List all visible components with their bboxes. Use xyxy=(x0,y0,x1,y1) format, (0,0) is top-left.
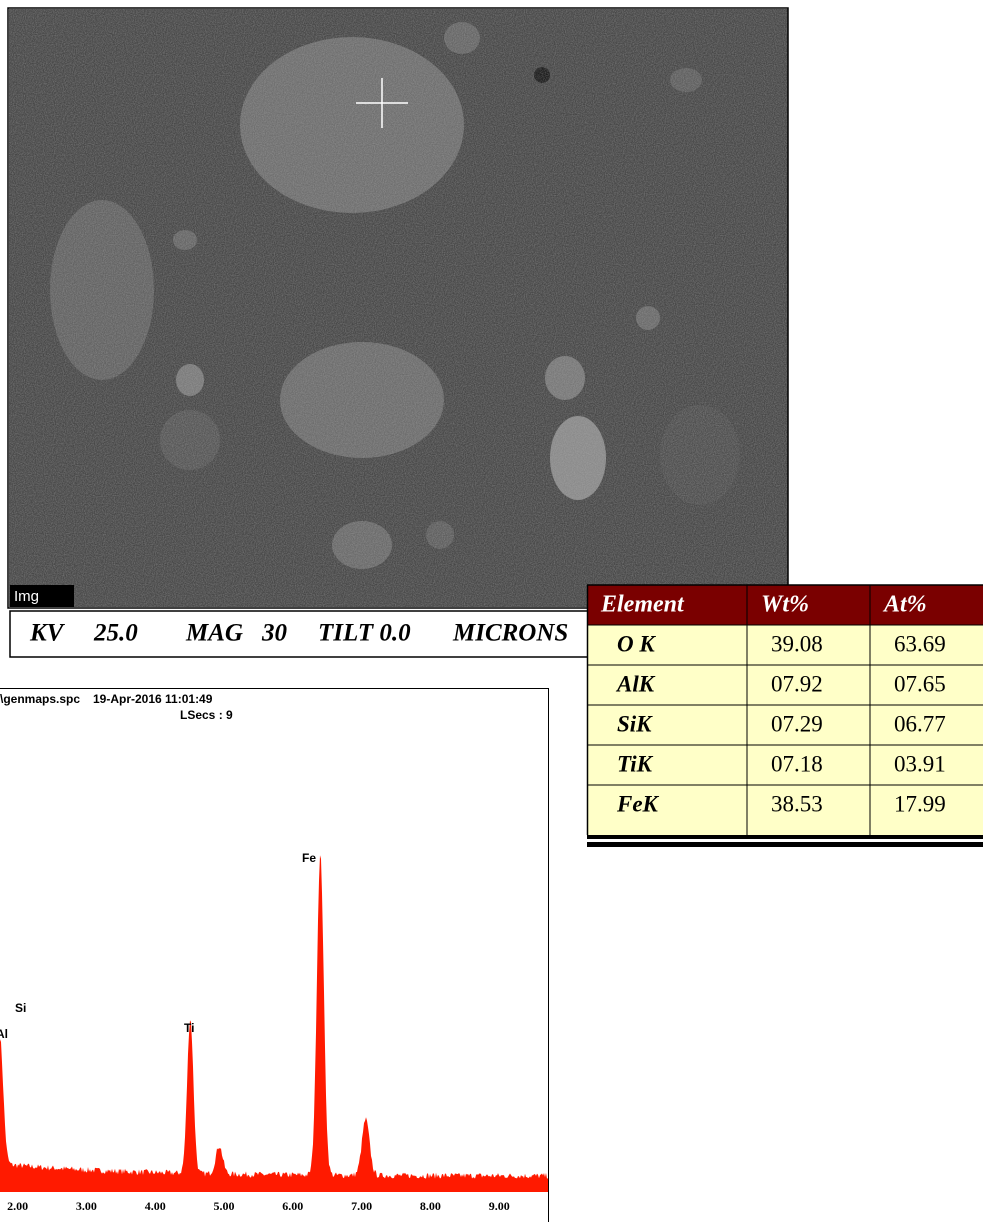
peak-label: Al xyxy=(0,1027,8,1041)
page: Img KV 25.0 MAG 30 TILT 0.0 MICRONS \gen… xyxy=(0,0,983,1222)
sem-image xyxy=(8,8,788,608)
value-cell: 07.92 xyxy=(771,671,823,696)
header-cell: Element xyxy=(600,592,685,618)
x-tick-label: 7.00 xyxy=(351,1199,372,1213)
value-cell: 38.53 xyxy=(771,791,823,816)
value-cell: 03.91 xyxy=(894,751,946,776)
microns: MICRONS xyxy=(452,620,568,647)
peak-label: Si xyxy=(15,1001,26,1015)
spectrum: \genmaps.spc 19-Apr-2016 11:01:49 LSecs … xyxy=(0,689,582,1222)
header-cell: Wt% xyxy=(761,592,809,618)
table-body-bottom xyxy=(587,825,983,835)
figure: Img KV 25.0 MAG 30 TILT 0.0 MICRONS \gen… xyxy=(0,0,983,1222)
value-cell: 63.69 xyxy=(894,631,946,656)
element-cell: AlK xyxy=(615,671,656,696)
x-tick-label: 5.00 xyxy=(214,1199,235,1213)
header-cell: At% xyxy=(882,592,927,618)
element-cell: FeK xyxy=(616,791,660,816)
element-cell: O K xyxy=(617,631,656,656)
peak-label: Ti xyxy=(184,1021,194,1035)
table-bottom-rule xyxy=(587,842,983,847)
x-tick-label: 6.00 xyxy=(282,1199,303,1213)
value-cell: 17.99 xyxy=(894,791,946,816)
value-cell: 06.77 xyxy=(894,711,946,736)
value-cell: 07.29 xyxy=(771,711,823,736)
x-tick-label: 9.00 xyxy=(489,1199,510,1213)
table-bottom-rule xyxy=(587,835,983,839)
image-label: Img xyxy=(14,588,39,605)
kv-label: KV xyxy=(29,620,66,647)
value-cell: 07.18 xyxy=(771,751,823,776)
element-cell: SiK xyxy=(617,711,653,736)
value-cell: 07.65 xyxy=(894,671,946,696)
kv-value: 25.0 xyxy=(93,620,138,647)
value-cell: 39.08 xyxy=(771,631,823,656)
mag-value: 30 xyxy=(261,620,288,647)
spectrum-date: 19-Apr-2016 11:01:49 xyxy=(93,692,213,706)
tilt: TILT 0.0 xyxy=(318,620,411,647)
spectrum-file: \genmaps.spc xyxy=(0,692,80,706)
element-table: Element Wt% At% O K 39.08 63.69 AlK 07.92 07.65 S… xyxy=(587,585,983,847)
mag-label: MAG xyxy=(185,620,243,647)
element-cell: TiK xyxy=(617,751,654,776)
x-tick-label: 4.00 xyxy=(145,1199,166,1213)
x-tick-label: 2.00 xyxy=(7,1199,28,1213)
spectrum-lsecs: LSecs : 9 xyxy=(180,708,233,722)
x-tick-label: 10.00 xyxy=(555,1199,582,1213)
x-tick-label: 8.00 xyxy=(420,1199,441,1213)
peak-label: Fe xyxy=(302,851,316,865)
x-tick-label: 3.00 xyxy=(76,1199,97,1213)
